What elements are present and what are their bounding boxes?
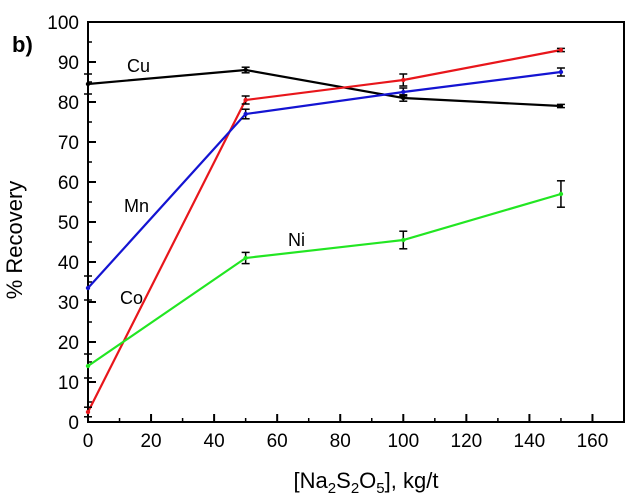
y-tick-label: 20: [58, 333, 79, 354]
y-tick-label: 60: [58, 173, 79, 194]
axes: 0 10 20 30 40 50 60 70 80 90 100 0 20 40 60 80 100 120 140…: [47, 13, 625, 452]
series-line-cu: [87, 68, 561, 108]
plot-frame: [87, 21, 625, 423]
x-title-sub-2: 2: [351, 480, 359, 497]
data-point-mn: [558, 69, 564, 75]
x-tick-label: 140: [514, 431, 546, 452]
series-mn: [84, 67, 565, 301]
y-tick-label: 90: [58, 53, 79, 74]
data-point-ni: [558, 191, 564, 197]
x-title-sub-1: 2: [328, 480, 336, 497]
data-point-mn: [243, 111, 248, 117]
x-title-part-3: O: [359, 468, 376, 493]
y-tick-label: 40: [58, 253, 79, 274]
data-point-ni: [401, 237, 406, 243]
series-label-co: Co: [120, 288, 143, 308]
y-tick-label: 70: [58, 133, 79, 154]
series-line-ni: [87, 192, 562, 367]
series-label-ni: Ni: [288, 230, 305, 250]
x-tick-label: 20: [140, 431, 161, 452]
x-tick-label: 0: [83, 431, 94, 452]
x-title-part-4: ], kg/t: [385, 468, 439, 493]
series-line-mn: [87, 70, 562, 289]
x-tick-label: 40: [204, 431, 225, 452]
x-tick-label: 80: [330, 431, 351, 452]
x-title-sub-3: 5: [376, 480, 384, 497]
y-tick-label: 10: [58, 373, 79, 394]
y-tick-label: 0: [68, 413, 79, 434]
x-title-part-2: S: [336, 468, 351, 493]
y-tick-label: 80: [58, 93, 79, 114]
y-tick-label: 50: [58, 213, 79, 234]
data-point-ni: [243, 255, 248, 261]
data-point-cu: [558, 103, 564, 109]
series-label-cu: Cu: [127, 56, 150, 76]
y-axis-title: % Recovery: [2, 181, 27, 300]
data-point-co: [243, 97, 248, 103]
series-line-co: [87, 48, 562, 413]
x-title-part-1: [Na: [294, 468, 329, 493]
data-point-co: [558, 47, 564, 53]
data-point-mn: [401, 89, 406, 95]
series-co: [84, 47, 565, 418]
series-label-mn: Mn: [124, 196, 149, 216]
x-tick-label: 100: [387, 431, 419, 452]
series-cu: [84, 66, 565, 109]
y-tick-label: 30: [58, 293, 79, 314]
data-point-mn: [85, 285, 91, 291]
panel-label: b): [12, 32, 33, 57]
data-point-cu: [85, 81, 91, 87]
data-point-co: [401, 77, 406, 83]
series-ni: [84, 180, 565, 379]
x-axis-title: [Na2S2O5], kg/t: [294, 468, 439, 497]
y-tick-label: 100: [47, 13, 79, 34]
series-group: [84, 47, 565, 418]
data-point-ni: [85, 363, 91, 369]
data-point-cu: [401, 95, 406, 101]
x-tick-label: 60: [267, 431, 288, 452]
x-tick-label: 160: [577, 431, 609, 452]
data-point-cu: [243, 67, 248, 73]
data-point-co: [85, 409, 91, 415]
x-tick-label: 120: [451, 431, 483, 452]
